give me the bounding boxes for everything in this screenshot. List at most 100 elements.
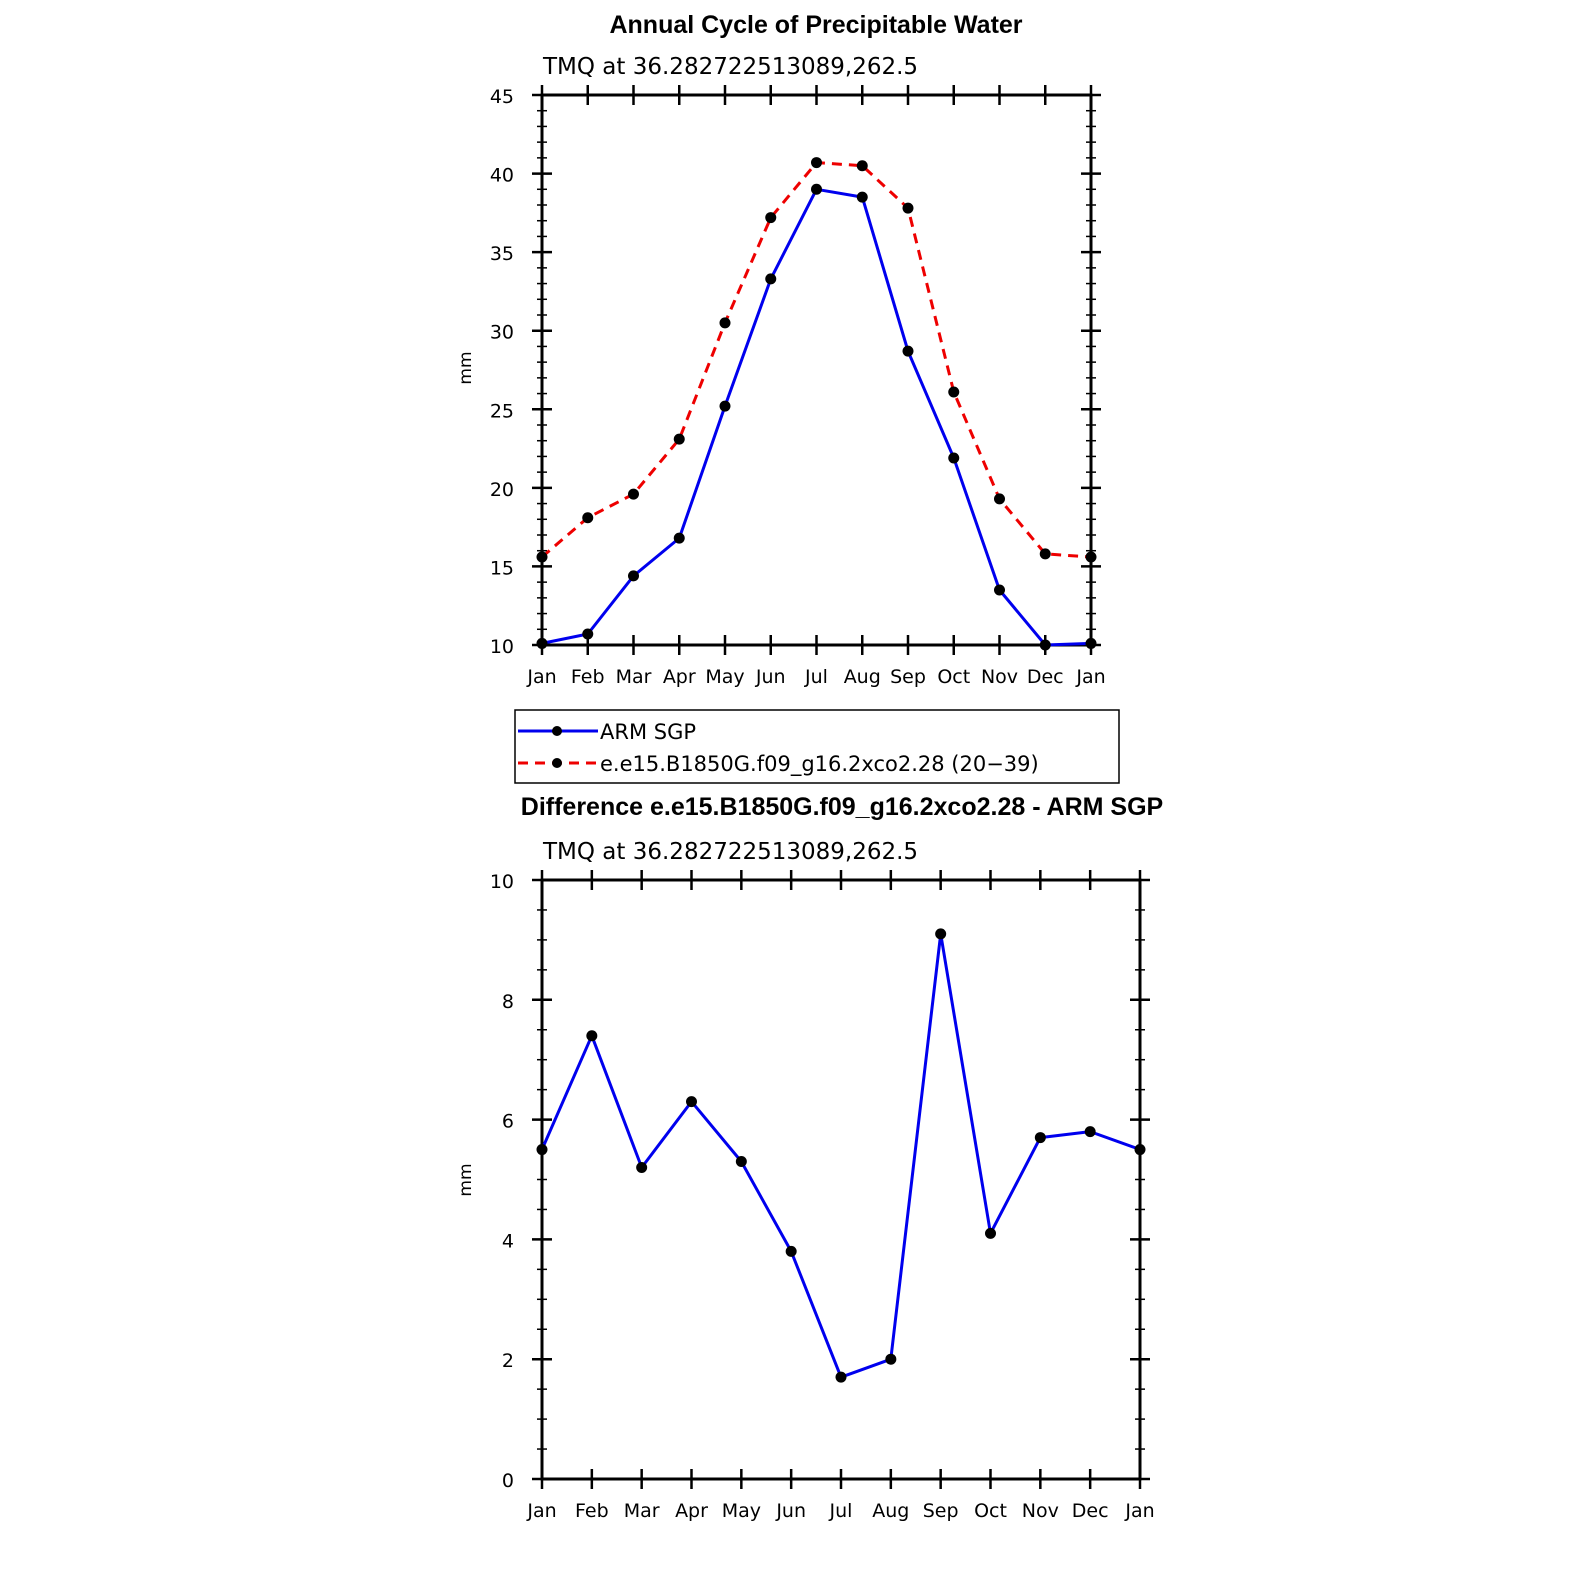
axis-ticks (532, 85, 1101, 655)
data-point (536, 1144, 548, 1156)
series-group (536, 928, 1146, 1383)
data-point (536, 637, 548, 649)
series-line-1 (541, 161, 1092, 559)
data-point (719, 400, 731, 412)
chart-title: Difference e.e15.B1850G.f09_g16.2xco2.28… (521, 793, 1163, 821)
x-tick-label: Feb (571, 666, 605, 688)
data-point (582, 512, 594, 524)
legend-box (514, 709, 1120, 784)
annual-cycle-chart: Annual Cycle of Precipitable Water TMQ a… (456, 11, 1120, 784)
y-tick-label: 40 (490, 165, 514, 187)
x-tick-labels: Jan Feb Mar Apr May Jun Jul Aug Sep Oct Nov Dec Jan (526, 1500, 1154, 1522)
x-tick-label: Sep (890, 666, 926, 688)
data-point (586, 1030, 598, 1042)
legend-label-model: e.e15.B1850G.f09_g16.2xco2.28 (20−39) (600, 752, 1039, 777)
legend-label-arm-sgp: ARM SGP (600, 720, 696, 744)
x-tick-label: Jul (804, 666, 828, 688)
x-tick-label: May (705, 666, 744, 688)
data-point (994, 493, 1005, 505)
data-point (1085, 637, 1097, 649)
data-point (811, 183, 822, 195)
x-tick-label: Nov (1022, 1500, 1059, 1522)
x-tick-label: Dec (1027, 666, 1064, 688)
y-tick-label: 4 (502, 1230, 514, 1252)
data-point (1039, 548, 1051, 560)
y-tick-label: 8 (502, 991, 514, 1013)
x-tick-label: Oct (974, 1500, 1007, 1522)
x-tick-label: Oct (937, 666, 970, 688)
data-point (985, 1227, 996, 1239)
axis-ticks (532, 870, 1150, 1489)
series-line-0 (540, 932, 1141, 1379)
series-line-0 (541, 187, 1092, 647)
x-tick-label: Jul (829, 1500, 853, 1522)
data-point (994, 584, 1005, 596)
legend-marker-arm-sgp (552, 726, 562, 736)
x-tick-label: Nov (981, 666, 1018, 688)
x-tick-label: Jan (1124, 1500, 1154, 1522)
data-point (948, 452, 960, 464)
data-point (582, 628, 594, 640)
y-tick-label: 0 (502, 1470, 514, 1492)
data-point (1039, 639, 1051, 651)
data-point (856, 191, 868, 203)
y-tick-label: 10 (490, 636, 514, 658)
data-point (765, 212, 777, 224)
x-tick-label: Mar (624, 1500, 660, 1522)
data-point (673, 433, 685, 445)
data-point (686, 1096, 697, 1108)
difference-chart: Difference e.e15.B1850G.f09_g16.2xco2.28… (456, 793, 1163, 1522)
data-point (835, 1371, 847, 1383)
x-tick-label: Sep (923, 1500, 959, 1522)
data-point (1084, 1126, 1096, 1138)
data-point (856, 160, 868, 172)
x-tick-label: Mar (616, 666, 652, 688)
y-tick-label: 20 (490, 479, 514, 501)
data-point (628, 488, 639, 500)
data-point (785, 1245, 797, 1257)
data-point (536, 551, 548, 563)
data-point (902, 345, 914, 357)
legend-marker-model (552, 758, 562, 768)
data-point (735, 1156, 747, 1168)
data-point (1034, 1132, 1046, 1144)
data-point (1085, 551, 1097, 563)
y-tick-label: 2 (502, 1350, 514, 1372)
x-tick-label: Apr (675, 1500, 708, 1522)
data-point (1134, 1144, 1146, 1156)
x-tick-label: Jun (755, 666, 786, 688)
y-tick-label: 25 (490, 400, 514, 422)
data-point (935, 928, 947, 940)
data-point (948, 386, 960, 398)
x-tick-label: Jan (1075, 666, 1105, 688)
y-tick-label: 35 (490, 243, 514, 265)
plot-frame (540, 878, 1142, 1481)
data-point (885, 1353, 897, 1365)
x-tick-label: Jan (526, 666, 556, 688)
x-tick-label: May (722, 1500, 761, 1522)
x-tick-label: Dec (1072, 1500, 1109, 1522)
chart-subtitle: TMQ at 36.282722513089,262.5 (542, 54, 918, 80)
legend: ARM SGP e.e15.B1850G.f09_g16.2xco2.28 (2… (514, 709, 1120, 784)
x-tick-label: Jun (775, 1500, 806, 1522)
y-tick-labels: 0 2 4 6 8 10 (490, 871, 514, 1492)
x-tick-labels: Jan Feb Mar Apr May Jun Jul Aug Sep Oct Nov Dec Jan (526, 666, 1105, 688)
y-axis-label: mm (456, 1163, 476, 1196)
y-tick-label: 30 (490, 322, 514, 344)
chart-subtitle: TMQ at 36.282722513089,262.5 (542, 839, 918, 865)
x-tick-label: Apr (663, 666, 696, 688)
series-group (536, 157, 1097, 651)
data-point (628, 570, 639, 582)
data-point (719, 317, 731, 329)
chart-title: Annual Cycle of Precipitable Water (609, 11, 1022, 39)
x-tick-label: Aug (844, 666, 881, 688)
y-axis-label: mm (456, 351, 476, 384)
x-tick-label: Jan (526, 1500, 556, 1522)
plot-frame (540, 93, 1093, 647)
y-tick-label: 6 (502, 1111, 514, 1133)
y-tick-label: 10 (490, 871, 514, 893)
y-tick-label: 15 (490, 557, 514, 579)
data-point (902, 202, 914, 214)
data-point (636, 1162, 648, 1174)
